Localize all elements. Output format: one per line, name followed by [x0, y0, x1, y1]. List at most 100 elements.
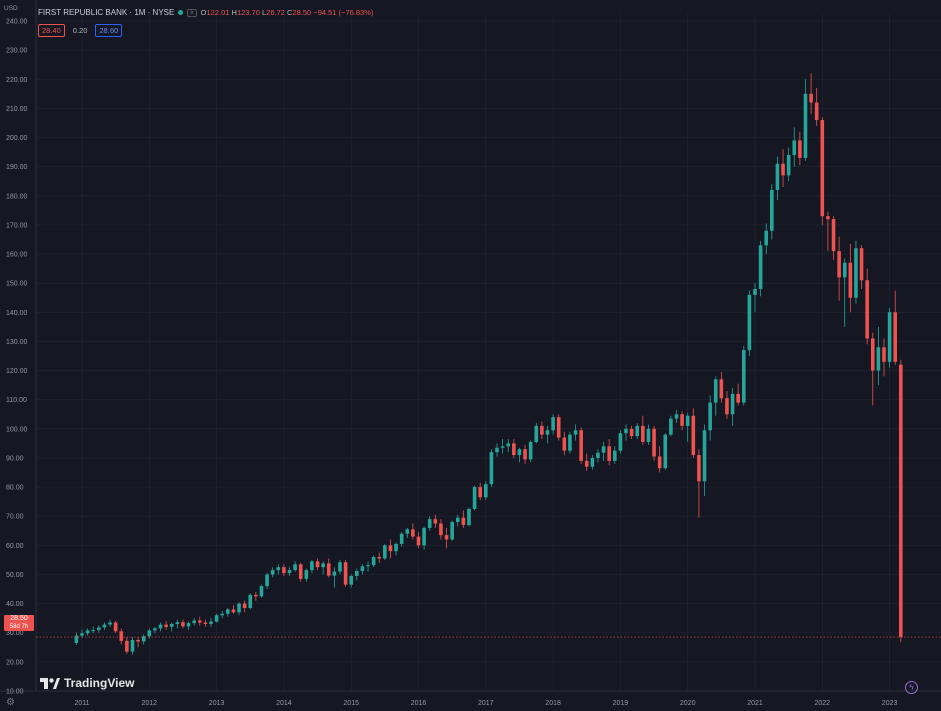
- candle: [298, 562, 303, 582]
- candle-body: [125, 640, 129, 652]
- candle-body: [321, 563, 325, 568]
- candle-body: [747, 294, 752, 351]
- candle-body: [624, 428, 628, 434]
- candle: [455, 514, 460, 527]
- price-axis: 10.00 20.00 30.00 40.00 50.00 60.00 70.00 80.00…: [6, 19, 28, 696]
- candle: [113, 621, 118, 633]
- candle: [360, 564, 365, 575]
- candle-body: [641, 425, 645, 442]
- candle-body: [332, 571, 337, 576]
- candle-body: [685, 415, 690, 426]
- candle: [848, 243, 853, 313]
- candle-body: [899, 364, 903, 638]
- candle: [399, 532, 404, 547]
- candle-body: [186, 623, 191, 627]
- candle-body: [310, 561, 314, 571]
- candle: [523, 444, 527, 464]
- candle: [719, 372, 724, 403]
- candle-body: [736, 393, 740, 403]
- candle-body: [612, 450, 617, 461]
- x-tick-label: 2016: [411, 700, 427, 707]
- candle: [573, 424, 578, 441]
- candle: [433, 514, 438, 528]
- candle-body: [540, 425, 544, 435]
- candle-body: [512, 443, 516, 456]
- candle-body: [831, 219, 836, 252]
- candle-body: [192, 620, 196, 624]
- candle: [343, 559, 348, 587]
- candle-body: [355, 570, 359, 576]
- candle: [226, 607, 230, 617]
- candle: [534, 423, 539, 444]
- candle-body: [893, 312, 898, 362]
- candle-body: [422, 527, 426, 546]
- candle-body: [388, 545, 393, 552]
- candle: [338, 559, 342, 575]
- y-tick-label: 60.00: [6, 543, 24, 550]
- candle-body: [848, 262, 853, 298]
- candle: [893, 290, 898, 365]
- candle: [242, 600, 247, 613]
- candle: [624, 424, 628, 441]
- x-tick-label: 2018: [545, 700, 561, 707]
- candle-body: [702, 430, 707, 482]
- logo-text: TradingView: [64, 676, 135, 690]
- y-tick-label: 210.00: [6, 106, 28, 113]
- flash-icon[interactable]: ϟ: [905, 681, 918, 694]
- candle-body: [854, 248, 858, 298]
- candle-body: [870, 338, 875, 371]
- candle: [764, 223, 769, 255]
- candle: [674, 409, 679, 423]
- candle: [91, 626, 96, 634]
- candle: [899, 359, 903, 643]
- y-tick-label: 20.00: [6, 659, 24, 666]
- candle-body: [489, 452, 494, 485]
- candle-body: [786, 155, 791, 176]
- candle-body: [197, 620, 202, 623]
- candle-body: [484, 484, 488, 498]
- candle-body: [119, 631, 124, 641]
- chart-title[interactable]: FIRST REPUBLIC BANK · 1M · NYSE: [38, 8, 175, 17]
- change-value: −94.51 (−76.83%): [313, 8, 374, 17]
- candle: [141, 634, 146, 645]
- candle: [478, 482, 482, 501]
- x-tick-label: 2013: [209, 700, 225, 707]
- candle-body: [882, 347, 886, 362]
- candle: [590, 455, 595, 470]
- ask-price[interactable]: 28.60: [95, 24, 123, 37]
- candle: [641, 415, 645, 445]
- candle: [265, 573, 269, 590]
- y-tick-label: 220.00: [6, 77, 28, 84]
- candle: [276, 564, 281, 575]
- y-tick-label: 10.00: [6, 689, 24, 696]
- candle-body: [820, 120, 825, 217]
- badge-icon[interactable]: ≥: [187, 8, 197, 17]
- y-tick-label: 170.00: [6, 222, 28, 229]
- candle-body: [293, 564, 297, 571]
- candle-body: [141, 636, 146, 642]
- candle: [512, 439, 516, 458]
- candle-body: [837, 251, 841, 278]
- candle-body: [136, 640, 140, 642]
- tradingview-logo[interactable]: TradingView: [40, 676, 134, 690]
- candle-body: [590, 457, 595, 467]
- gear-icon[interactable]: ⚙: [6, 697, 15, 708]
- candle-body: [601, 446, 606, 453]
- y-tick-label: 50.00: [6, 572, 24, 579]
- candle: [781, 149, 785, 188]
- candle-body: [113, 622, 118, 632]
- candle-body: [753, 289, 757, 295]
- candle-body: [478, 487, 482, 498]
- candle-body: [439, 523, 443, 536]
- bid-price[interactable]: 28.40: [38, 24, 65, 37]
- low-label: L: [261, 8, 267, 17]
- candle: [876, 326, 881, 386]
- candle-body: [556, 417, 561, 438]
- x-tick-label: 2011: [74, 700, 89, 707]
- market-status-icon: [178, 10, 184, 15]
- candle-body: [607, 446, 611, 461]
- candle-body: [427, 519, 432, 528]
- candle: [332, 567, 337, 588]
- candle: [629, 425, 634, 440]
